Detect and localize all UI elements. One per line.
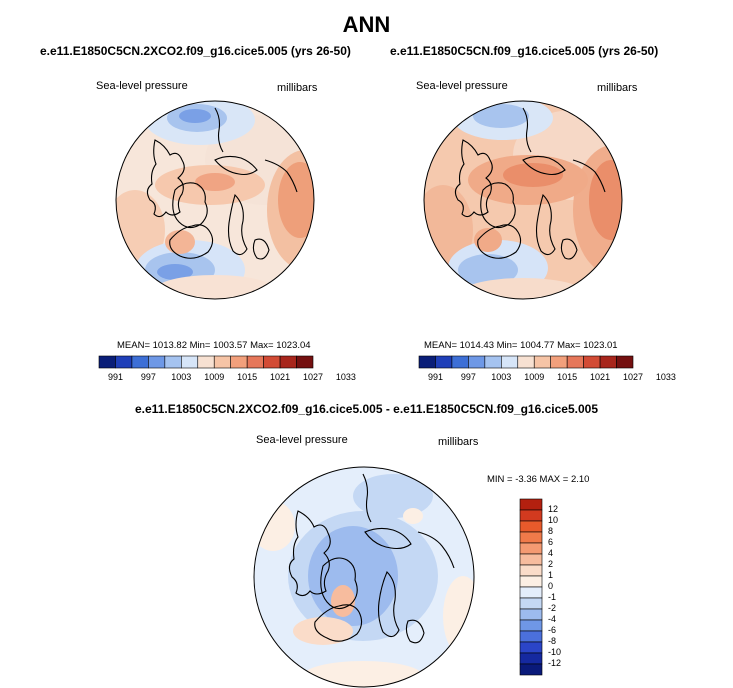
diff-colorbar-box	[519, 542, 543, 555]
diff-colorbar-tick-label: -2	[548, 603, 557, 613]
panel-1-colorbar-box	[164, 355, 182, 369]
panel-2-colorbar-tick-label: 997	[460, 372, 476, 382]
diff-case-title: e.e11.E1850C5CN.2XCO2.f09_g16.cice5.005 …	[135, 402, 598, 416]
diff-colorbar-tick-label: 4	[548, 548, 554, 558]
panel-1-colorbar-box	[296, 355, 314, 369]
diff-units-label: millibars	[438, 436, 479, 448]
diff-colorbar-tick-label: -10	[548, 647, 562, 657]
panel-1-colorbar-box	[246, 355, 264, 369]
panel-1-colorbar-box	[148, 355, 166, 369]
diff-colorbar-box	[519, 597, 543, 610]
panel-2-variable-label: Sea-level pressure	[416, 80, 508, 92]
panel-2-colorbar-box	[517, 355, 535, 369]
diff-colorbar-tick-label: 2	[548, 559, 554, 569]
diff-colorbar-tick-label: -6	[548, 625, 557, 635]
diff-colorbar-box	[519, 652, 543, 665]
panel-2-colorbar-tick-label: 1027	[622, 372, 644, 382]
panel-2-colorbar-box	[616, 355, 634, 369]
panel-1-colorbar-boxes	[98, 355, 314, 369]
panel-2-colorbar-tick-label: 991	[427, 372, 443, 382]
diff-colorbar-tick-label: -8	[548, 636, 557, 646]
panel-1-case-title: e.e11.E1850C5CN.2XCO2.f09_g16.cice5.005 …	[40, 44, 351, 58]
diff-colorbar-box	[519, 509, 543, 522]
panel-1-colorbar-tick-label: 1009	[204, 372, 225, 382]
panel-1-units-label: millibars	[277, 82, 318, 94]
diff-colorbar-tick-label: 6	[548, 537, 554, 547]
diff-colorbar-tick-label: 12	[548, 504, 559, 514]
panel-2-colorbar-boxes	[418, 355, 634, 369]
panel-2-colorbar-tick-label: 1009	[524, 372, 545, 382]
panel-2-colorbar-box	[501, 355, 519, 369]
panel-1-colorbar-tick-label: 1003	[171, 372, 192, 382]
panel-2-colorbar-tick-label: 1021	[590, 372, 611, 382]
panel-2-colorbar-box	[550, 355, 568, 369]
diff-stats: MIN = -3.36 MAX = 2.10	[487, 474, 590, 485]
panel-1-colorbar-box	[263, 355, 281, 369]
diff-variable-label: Sea-level pressure	[256, 434, 348, 446]
diff-colorbar-box	[519, 520, 543, 533]
panel-1-colorbar-tick-label: 1021	[270, 372, 291, 382]
panel-2-case-title: e.e11.E1850C5CN.f09_g16.cice5.005 (yrs 2…	[390, 44, 659, 58]
panel-2-colorbar-box	[484, 355, 502, 369]
panel-2-colorbar-tick-label: 1003	[491, 372, 512, 382]
diff-colorbar-box	[519, 608, 543, 621]
panel-2-units-label: millibars	[597, 82, 638, 94]
diff-colorbar-box	[519, 619, 543, 632]
diff-colorbar	[519, 498, 543, 676]
diff-colorbar-ticks: 12 10 8 6 4 2 1 0 -1 -2 -4 -6 -8 -10 -12	[548, 499, 578, 675]
diff-colorbar-box	[519, 663, 543, 676]
diff-colorbar-box	[519, 575, 543, 588]
diff-colorbar-tick-label: -4	[548, 614, 557, 624]
panel-2-colorbar-box	[533, 355, 551, 369]
panel-2-colorbar-box	[418, 355, 436, 369]
panel-1-variable-label: Sea-level pressure	[96, 80, 188, 92]
panel-2-colorbar-tick-label: 1033	[655, 372, 676, 382]
panel-2-colorbar-tick-label: 1015	[557, 372, 578, 382]
panel-1-colorbar-tick-label: 1033	[335, 372, 356, 382]
panel-1-colorbar-box	[197, 355, 215, 369]
panel-1-colorbar-box	[279, 355, 297, 369]
diff-colorbar-tick-label: -12	[548, 658, 562, 668]
diff-colorbar-box	[519, 498, 543, 511]
diff-colorbar-tick-label: -1	[548, 592, 557, 602]
panel-1-colorbar-box	[131, 355, 149, 369]
panel-2-polar-map	[423, 100, 623, 300]
panel-1-colorbar-tick-label: 997	[140, 372, 156, 382]
panel-1-colorbar-tick-label: 1027	[302, 372, 324, 382]
panel-1-colorbar-box	[230, 355, 248, 369]
panel-1-colorbar-box	[98, 355, 116, 369]
diff-colorbar-box	[519, 641, 543, 654]
figure-title: ANN	[342, 12, 391, 37]
diff-polar-map	[253, 466, 475, 688]
panel-1-colorbar-box	[181, 355, 199, 369]
panel-2-stats: MEAN= 1014.43 Min= 1004.77 Max= 1023.01	[424, 340, 618, 351]
diff-colorbar-box	[519, 586, 543, 599]
panel-1-stats: MEAN= 1013.82 Min= 1003.57 Max= 1023.04	[117, 340, 311, 351]
diff-colorbar-tick-label: 1	[548, 570, 554, 580]
panel-1-polar-map	[115, 100, 315, 300]
diff-colorbar-box	[519, 630, 543, 643]
panel-2-colorbar-box	[451, 355, 469, 369]
panel-2-colorbar-box	[566, 355, 584, 369]
diff-colorbar-box	[519, 553, 543, 566]
panel-1-colorbar-box	[213, 355, 231, 369]
diff-colorbar-tick-label: 0	[548, 581, 554, 591]
diff-colorbar-box	[519, 531, 543, 544]
panel-2-colorbar-box	[435, 355, 453, 369]
panel-2-colorbar-box	[599, 355, 617, 369]
diff-colorbar-tick-label: 8	[548, 526, 554, 536]
panel-1-colorbar-tick-label: 991	[107, 372, 123, 382]
panel-2-colorbar-box	[468, 355, 486, 369]
panel-1-colorbar-box	[115, 355, 133, 369]
diff-colorbar-tick-label: 10	[548, 515, 559, 525]
diff-colorbar-box	[519, 564, 543, 577]
panel-2-colorbar-box	[583, 355, 601, 369]
panel-1-colorbar-tick-label: 1015	[237, 372, 258, 382]
